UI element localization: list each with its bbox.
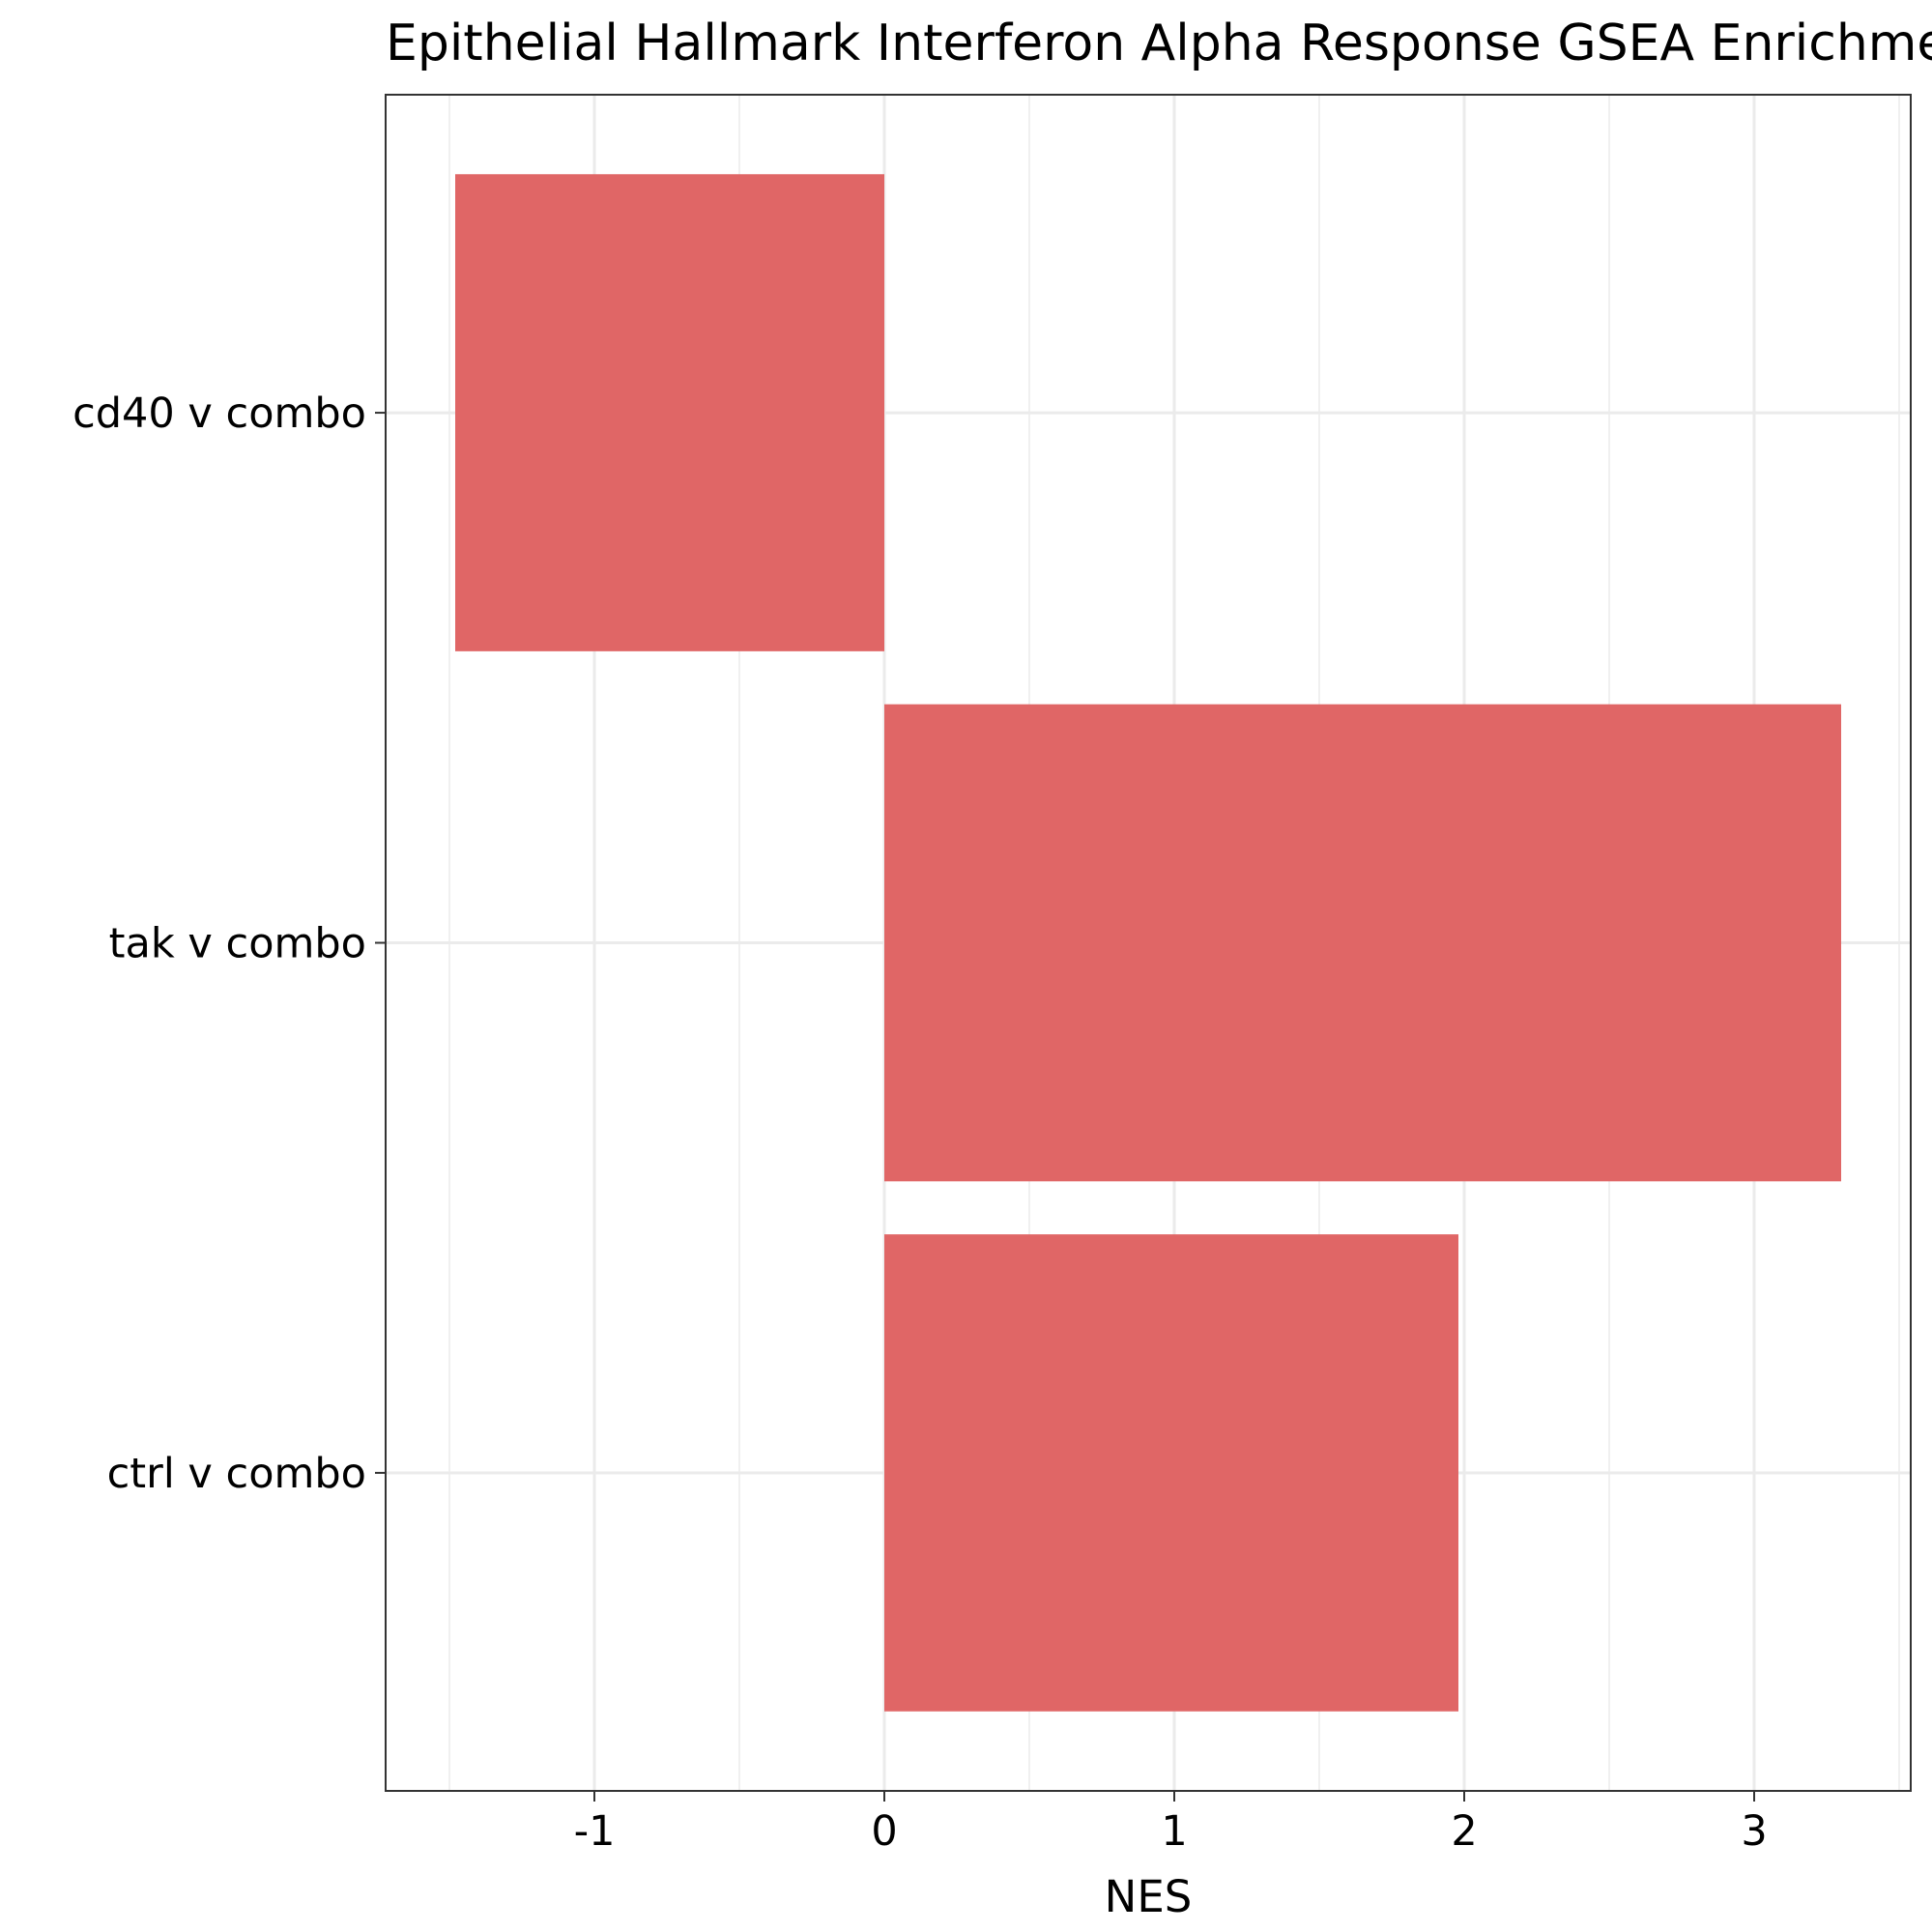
x-tick-label: 1 xyxy=(1161,1807,1187,1856)
y-axis: cd40 v combo tak v combo ctrl v combo xyxy=(72,389,386,1498)
x-tick-label: 3 xyxy=(1741,1807,1767,1856)
chart-title: Epithelial Hallmark Interferon Alpha Res… xyxy=(386,14,1932,72)
x-tick-label: -1 xyxy=(574,1807,616,1856)
x-axis-title: NES xyxy=(1105,1871,1193,1922)
y-tick-label: cd40 v combo xyxy=(72,389,366,438)
bar xyxy=(884,704,1841,1182)
x-tick-label: 2 xyxy=(1451,1807,1477,1856)
x-tick-label: 0 xyxy=(871,1807,897,1856)
y-tick-label: tak v combo xyxy=(109,920,366,968)
bar xyxy=(884,1234,1458,1712)
bar xyxy=(455,174,884,651)
bars xyxy=(455,174,1841,1712)
x-axis: -1 0 1 2 3 xyxy=(574,1791,1768,1856)
y-tick-label: ctrl v combo xyxy=(107,1450,366,1498)
